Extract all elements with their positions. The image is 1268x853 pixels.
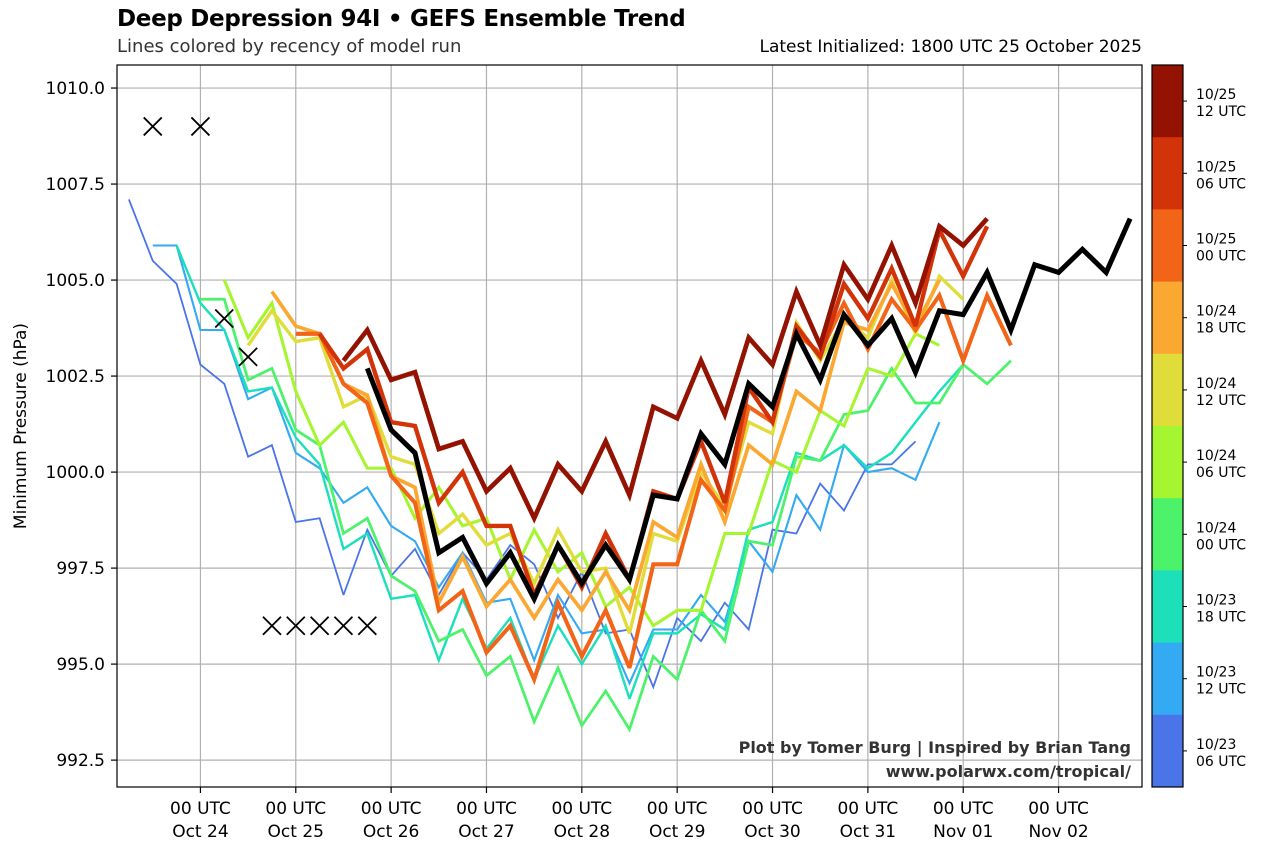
colorbar-label-time: 06 UTC	[1196, 754, 1246, 770]
colorbar-swatch	[1152, 281, 1183, 355]
colorbar-frame	[1151, 64, 1184, 788]
x-tick-label-time: 00 UTC	[361, 799, 422, 819]
x-tick-label-date: Nov 02	[1028, 822, 1088, 842]
observed-x-marker	[333, 616, 354, 636]
observed-x-marker	[309, 616, 330, 636]
plot-frame	[116, 64, 1143, 788]
colorbar-swatch	[1152, 137, 1183, 210]
observed-x-marker	[357, 616, 377, 636]
series-line	[317, 223, 990, 601]
colorbar-label-time: 00 UTC	[1196, 249, 1246, 265]
colorbar-label-time: 12 UTC	[1196, 682, 1246, 698]
colorbar-label-date: 10/25	[1196, 87, 1236, 103]
colorbar-swatch	[1152, 498, 1183, 571]
colorbar-label-date: 10/25	[1196, 232, 1236, 248]
x-stroke	[286, 616, 306, 636]
x-tick-label-time: 00 UTC	[1028, 799, 1089, 819]
x-tick-label-date: Oct 26	[363, 822, 419, 842]
colorbar-label-time: 06 UTC	[1196, 176, 1246, 192]
colorbar-label-date: 10/24	[1196, 520, 1236, 536]
x-axis: 00 UTC Oct 24 00 UTC Oct 25 00 UTC Oct 26 00 U…	[170, 787, 1089, 842]
x-tick-label-time: 00 UTC	[551, 799, 612, 819]
series-line	[152, 244, 941, 686]
x-stroke	[238, 347, 258, 367]
colorbar-label-date: 10/25	[1196, 159, 1236, 175]
colorbar-label-date: 10/24	[1196, 376, 1236, 392]
series-group	[128, 199, 1133, 733]
observed-markers	[143, 116, 377, 636]
x-tick-label-time: 00 UTC	[933, 799, 994, 819]
colorbar-swatch	[1152, 426, 1183, 499]
colorbar-swatch	[1152, 714, 1183, 788]
x-tick-label-date: Oct 31	[840, 822, 896, 842]
latest-init-label: Latest Initialized: 1800 UTC 25 October …	[759, 37, 1142, 57]
series-line	[175, 245, 965, 700]
colorbar-label-date: 10/24	[1196, 448, 1236, 464]
x-stroke	[357, 616, 377, 636]
x-stroke	[309, 616, 330, 636]
chart-subtitle: Lines colored by recency of model run	[117, 36, 462, 57]
x-tick-label-date: Oct 27	[458, 822, 514, 842]
colorbar-label-time: 12 UTC	[1196, 393, 1246, 409]
y-tick-label: 1005.0	[46, 271, 105, 291]
x-tick-label-time: 00 UTC	[742, 799, 803, 819]
colorbar-swatch	[1152, 570, 1183, 644]
series-line	[128, 199, 917, 690]
x-tick-label-date: Oct 28	[554, 822, 610, 842]
x-stroke	[214, 308, 234, 329]
colorbar-label-date: 10/23	[1196, 593, 1236, 609]
observed-x-marker	[238, 347, 258, 367]
x-tick-label-date: Oct 29	[649, 822, 705, 842]
x-stroke	[262, 616, 282, 636]
grid-lines	[117, 65, 1142, 787]
observed-x-marker	[262, 616, 282, 636]
series-line	[364, 217, 1133, 605]
y-tick-label: 992.5	[56, 751, 105, 771]
x-tick-label-date: Oct 30	[744, 822, 800, 842]
x-tick-label-date: Nov 01	[933, 822, 993, 842]
observed-x-marker	[214, 308, 234, 329]
colorbar-swatch	[1152, 209, 1183, 283]
x-stroke	[333, 616, 354, 636]
credit-url: www.polarwx.com/tropical/	[886, 762, 1131, 781]
x-tick-label-time: 00 UTC	[837, 799, 898, 819]
series-line	[295, 290, 1013, 686]
y-tick-label: 997.5	[56, 559, 105, 579]
x-tick-label-date: Oct 25	[268, 822, 324, 842]
credit-line-1: Plot by Tomer Burg | Inspired by Brian T…	[739, 738, 1131, 758]
y-tick-label: 1007.5	[46, 175, 105, 195]
y-tick-label: 1002.5	[46, 367, 105, 387]
colorbar-label-date: 10/23	[1196, 665, 1236, 681]
observed-x-marker	[143, 116, 163, 137]
x-stroke	[143, 116, 163, 137]
colorbar-label-time: 18 UTC	[1196, 321, 1246, 337]
observed-x-marker	[286, 616, 306, 636]
colorbar-label-time: 12 UTC	[1196, 104, 1246, 120]
colorbar-label-time: 06 UTC	[1196, 465, 1246, 481]
colorbar-swatch	[1152, 642, 1183, 716]
y-axis-label: Minimum Pressure (hPa)	[11, 323, 31, 529]
colorbar-swatch	[1152, 353, 1183, 427]
x-tick-label-time: 00 UTC	[265, 799, 326, 819]
colorbar-label-time: 00 UTC	[1196, 537, 1246, 553]
x-stroke	[190, 116, 211, 137]
x-tick-label-time: 00 UTC	[647, 799, 708, 819]
chart-title: Deep Depression 94I • GEFS Ensemble Tren…	[117, 6, 686, 32]
y-tick-label: 995.0	[56, 655, 105, 675]
observed-x-marker	[190, 116, 211, 137]
colorbar-label-time: 18 UTC	[1196, 610, 1246, 626]
y-tick-label: 1000.0	[46, 463, 105, 483]
colorbar-swatch	[1152, 65, 1183, 138]
colorbar-label-date: 10/23	[1196, 737, 1236, 753]
y-axis: 1010.0 1007.5 1005.0 1002.5 1000.0 997.5 995.0…	[46, 79, 117, 771]
x-tick-label-date: Oct 24	[172, 822, 228, 842]
series-line	[341, 217, 989, 524]
colorbar-label-date: 10/24	[1196, 304, 1236, 320]
x-tick-label-time: 00 UTC	[170, 799, 231, 819]
y-tick-label: 1010.0	[46, 79, 105, 99]
x-tick-label-time: 00 UTC	[456, 799, 517, 819]
series-line	[200, 297, 1012, 733]
